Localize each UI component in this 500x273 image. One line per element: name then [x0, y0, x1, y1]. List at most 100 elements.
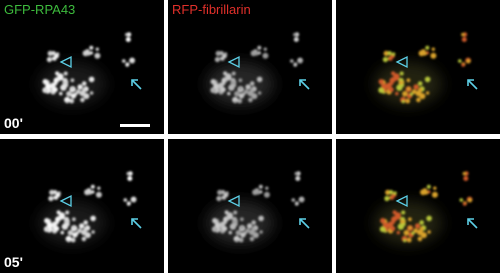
- nucleolus-spot: [234, 91, 240, 97]
- nucleolus-spot: [63, 219, 69, 224]
- nucleolus-spot: [401, 100, 405, 104]
- nucleolus-spot: [210, 79, 216, 85]
- nucleolus-spot: [424, 76, 431, 83]
- nucleolus-spot: [417, 81, 423, 86]
- nucleolus-spot: [258, 215, 264, 222]
- nucleolus-spot: [462, 171, 466, 176]
- nucleolus-spot: [393, 75, 400, 81]
- nucleolus-spot: [66, 91, 72, 97]
- nucleolus-spot: [131, 198, 137, 203]
- nucleolus-spot: [265, 186, 269, 190]
- arrowhead-marker: [59, 194, 72, 208]
- nucleolus-spot: [90, 184, 95, 189]
- arrow-marker-head: [467, 79, 474, 86]
- nucleolus-spot: [214, 222, 221, 229]
- nucleolus-spot: [397, 223, 405, 230]
- nucleolus-spot: [57, 75, 64, 81]
- nucleolus-spot: [458, 59, 462, 63]
- nucleolus-spot: [382, 56, 388, 63]
- nucleolus-spot: [259, 230, 263, 234]
- arrow-marker: [467, 218, 478, 229]
- nucleolus-spot: [77, 84, 83, 90]
- nucleolus-spot: [95, 47, 100, 51]
- nucleolus-spot: [420, 232, 427, 239]
- nucleolus-spot: [388, 190, 394, 195]
- nucleolus-spot: [396, 230, 400, 235]
- nucleolus-spot: [214, 56, 220, 63]
- nucleolus-spot: [395, 91, 399, 96]
- nucleolus-spot: [83, 220, 88, 225]
- nucleolus-spot: [245, 228, 250, 233]
- nucleolus-spot: [223, 52, 228, 56]
- nucleolus-spot: [235, 230, 242, 236]
- nucleolus-spot: [45, 83, 52, 90]
- nucleolus-spot: [399, 219, 405, 224]
- nucleolus-spot: [216, 195, 222, 202]
- nucleolus-spot: [248, 97, 253, 103]
- nucleolus-spot: [126, 202, 131, 206]
- nucleolus-spot: [240, 217, 244, 222]
- nucleolus-spot: [295, 176, 301, 181]
- nucleolus-spot: [461, 32, 465, 37]
- nucleolus-spot: [253, 49, 258, 54]
- nucleolus-spot: [220, 56, 225, 61]
- nucleolus-spot: [408, 226, 412, 230]
- arrow-marker-head: [467, 218, 474, 225]
- nucleolus-spot: [384, 195, 390, 202]
- nucleolus-spot: [61, 223, 69, 230]
- arrowhead-marker: [395, 194, 408, 208]
- nucleolus-spot: [217, 82, 224, 89]
- nucleolus-spot: [413, 84, 419, 90]
- nucleolus-spot: [59, 91, 63, 96]
- nucleolus-spot: [228, 230, 232, 235]
- nucleolus-spot: [75, 89, 81, 94]
- nucleolus-spot: [403, 230, 410, 236]
- nucleolus-spot: [382, 222, 389, 229]
- nucleolus-spot: [298, 59, 303, 64]
- nucleolus-spot: [461, 37, 467, 42]
- nucleolus-spot: [44, 218, 50, 224]
- nucleolus-spot: [421, 49, 426, 54]
- nucleolus-spot: [55, 52, 60, 56]
- nucleoli: [43, 171, 137, 243]
- nucleolus-spot: [91, 230, 95, 234]
- image-panel: [168, 0, 332, 134]
- nucleolus-spot: [294, 171, 298, 176]
- arrow-marker-head: [299, 218, 306, 225]
- nucleolus-spot: [95, 191, 102, 198]
- image-panel: [0, 0, 164, 134]
- nucleolus-spot: [427, 230, 431, 234]
- nucleolus-spot: [55, 217, 59, 222]
- channel-label: RFP-fibrillarin: [172, 2, 251, 17]
- nucleolus-spot: [78, 223, 85, 229]
- nucleolus-spot: [83, 93, 90, 100]
- nucleolus-spot: [238, 237, 244, 243]
- nucleoli: [42, 32, 136, 104]
- nucleolus-spot: [251, 93, 258, 100]
- nucleolus-spot: [74, 92, 78, 96]
- nucleolus-spot: [221, 78, 225, 83]
- nucleolus-spot: [250, 87, 255, 92]
- arrow-marker: [299, 79, 310, 90]
- nucleolus-spot: [426, 215, 432, 222]
- nucleolus-spot: [89, 91, 94, 95]
- arrow-marker: [467, 79, 478, 90]
- nucleolus-spot: [72, 226, 76, 230]
- nucleoli: [379, 171, 473, 243]
- nucleolus-spot: [125, 32, 129, 37]
- nucleolus-spot: [86, 188, 92, 193]
- nucleolus-spot: [293, 32, 297, 37]
- nucleolus-spot: [411, 89, 417, 94]
- nucleolus-spot: [395, 214, 401, 220]
- nucleolus-spot: [242, 92, 246, 96]
- nucleolus-spot: [82, 87, 87, 92]
- nucleolus-spot: [220, 190, 226, 195]
- nucleolus-spot: [85, 49, 90, 54]
- nucleolus-spot: [70, 87, 75, 91]
- nucleolus-spot: [293, 37, 299, 42]
- nucleolus-spot: [290, 59, 294, 63]
- nucleolus-spot: [125, 63, 129, 67]
- nucleolus-spot: [385, 82, 392, 89]
- nucleolus-spot: [385, 189, 391, 196]
